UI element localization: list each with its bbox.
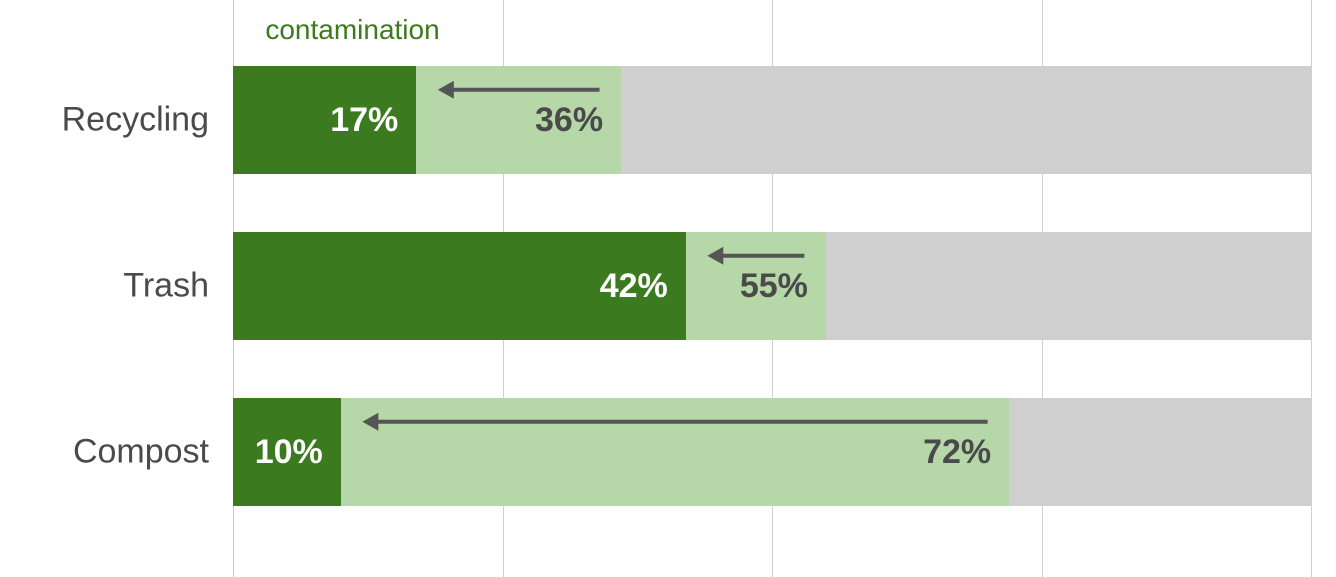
contamination-annotation: contamination bbox=[265, 14, 439, 46]
contamination-arrow-icon bbox=[233, 398, 1311, 506]
contamination-arrow-icon bbox=[233, 66, 1311, 174]
chart-row: Compost10%72% bbox=[233, 398, 1311, 506]
gridline bbox=[1311, 0, 1312, 577]
row-label: Trash bbox=[123, 267, 233, 306]
waste-contamination-chart: contamination Recycling17%36% Trash42%55% C… bbox=[0, 0, 1336, 577]
chart-row: Trash42%55% bbox=[233, 232, 1311, 340]
plot-area: contamination Recycling17%36% Trash42%55% C… bbox=[233, 0, 1311, 577]
row-label: Recycling bbox=[62, 101, 233, 140]
contamination-arrow-icon bbox=[233, 232, 1311, 340]
chart-row: Recycling17%36% bbox=[233, 66, 1311, 174]
row-label: Compost bbox=[73, 433, 233, 472]
